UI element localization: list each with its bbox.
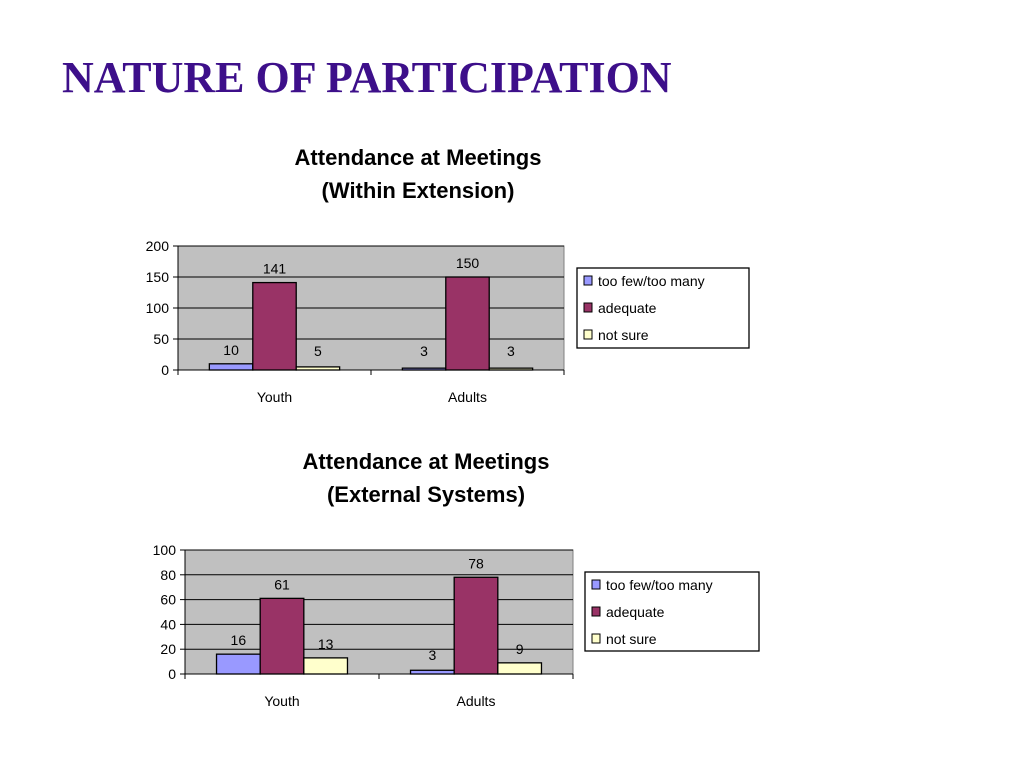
chart2-data-label: 9 [516, 641, 524, 657]
chart2-y-tick-label: 80 [160, 567, 176, 583]
chart2-y-tick-label: 60 [160, 592, 176, 608]
chart2-bar [497, 662, 543, 675]
chart1-y-tick-label: 50 [153, 331, 169, 347]
chart1-legend-label: adequate [598, 300, 657, 316]
chart1-bar [252, 281, 297, 371]
chart1-legend [576, 267, 750, 349]
chart2-y-tick-label: 20 [160, 641, 176, 657]
chart2-legend-label: not sure [606, 631, 657, 647]
chart2-data-label: 61 [274, 576, 290, 592]
chart1-legend-label: not sure [598, 327, 649, 343]
chart2-bar [453, 576, 499, 675]
chart2-title: Attendance at Meetings [302, 449, 550, 474]
chart2-legend-swatch [591, 606, 601, 617]
chart1-legend-swatch [583, 275, 593, 286]
chart2-data-label: 78 [468, 555, 484, 571]
chart1-x-tick-label: Adults [448, 389, 487, 405]
chart1-data-label: 141 [263, 261, 287, 277]
chart1-legend-label: too few/too many [598, 273, 705, 289]
chart1-y-tick-label: 150 [146, 269, 170, 285]
chart1-legend-swatch [583, 302, 593, 313]
chart1-bar [488, 367, 534, 371]
chart2-x-tick-label: Youth [264, 693, 299, 709]
chart1-data-label: 5 [314, 343, 322, 359]
chart2-subtitle: (External Systems) [326, 482, 526, 507]
chart2-plot-area [184, 549, 574, 675]
chart1-title-block: Attendance at Meetings (Within Extension… [268, 141, 568, 207]
chart2-legend-label: too few/too many [606, 577, 713, 593]
chart2-legend-swatch [591, 579, 601, 590]
chart1-data-label: 3 [507, 343, 515, 359]
chart2-bar [215, 653, 261, 675]
chart2-bar [409, 669, 455, 675]
chart1-y-tick-label: 100 [146, 300, 170, 316]
slide-title: NATURE OF PARTICIPATION [62, 53, 672, 102]
chart2-bar [259, 597, 305, 675]
chart2-title-block: Attendance at Meetings (External Systems… [276, 445, 576, 511]
chart2-y-tick-label: 40 [160, 616, 176, 632]
chart1-data-label: 150 [456, 255, 480, 271]
chart2-data-label: 16 [231, 632, 247, 648]
chart1-bar [295, 366, 341, 371]
chart2-legend-swatch [591, 633, 601, 644]
chart1-legend-swatch [583, 329, 593, 340]
chart2-bar [303, 657, 349, 675]
chart2-legend [584, 571, 760, 652]
chart2-data-label: 13 [318, 636, 334, 652]
chart2-y-tick-label: 0 [168, 666, 176, 682]
chart1-subtitle: (Within Extension) [321, 178, 515, 203]
chart1-data-label: 10 [223, 342, 239, 358]
chart2-data-label: 3 [428, 647, 436, 663]
chart2-legend-label: adequate [606, 604, 665, 620]
chart1-data-label: 3 [420, 343, 428, 359]
chart1-y-tick-label: 0 [161, 362, 169, 378]
chart1-bar [445, 276, 490, 371]
chart2-x-tick-label: Adults [457, 693, 496, 709]
chart1-bar [208, 363, 254, 371]
chart1-bar [401, 367, 447, 371]
chart2-y-tick-label: 100 [153, 542, 177, 558]
chart1-x-tick-label: Youth [257, 389, 292, 405]
chart1-title: Attendance at Meetings [294, 145, 542, 170]
chart1-y-tick-label: 200 [146, 238, 170, 254]
